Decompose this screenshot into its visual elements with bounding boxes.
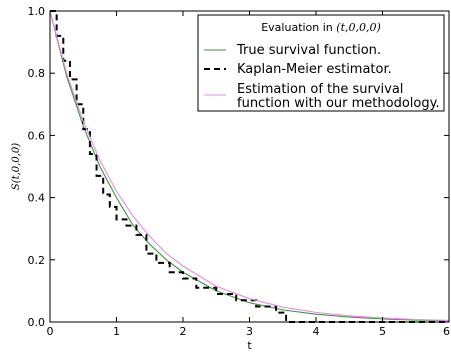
legend-box	[197, 14, 445, 112]
legend-entries: True survival function. Kaplan-Meier esti…	[204, 43, 440, 111]
y-tick-labels: 0.0 0.2 0.4 0.6 0.8 1.0	[28, 5, 46, 329]
series-line-2	[50, 10, 449, 323]
legend-title-math: (t,0,0,0)	[336, 21, 381, 34]
legend-label-1: True survival function.	[236, 43, 381, 58]
y-tick-label: 0.0	[28, 316, 46, 329]
legend-title: Evaluation in (t,0,0,0)	[261, 21, 381, 34]
x-tick-labels: 0 1 2 3 4 5 6	[47, 325, 451, 338]
legend: Evaluation in (t,0,0,0) True survival fu…	[197, 14, 445, 112]
y-tick-label: 0.2	[28, 254, 46, 267]
legend-label-2: Kaplan-Meier estimator.	[237, 62, 392, 77]
x-tick-label: 0	[47, 325, 54, 338]
y-tick-label: 1.0	[28, 5, 46, 18]
x-tick-label: 2	[180, 325, 187, 338]
y-tick-label: 0.4	[28, 192, 46, 205]
y-axis-label: S(t,0,0,0)	[11, 143, 22, 190]
legend-label-3: function with our methodology.	[237, 96, 440, 111]
legend-label-3: Estimation of the survival	[237, 82, 403, 97]
x-tick-label: 5	[379, 325, 386, 338]
y-tick-label: 0.8	[28, 67, 46, 80]
x-tick-label: 3	[246, 325, 253, 338]
x-tick-label: 6	[443, 325, 450, 338]
x-axis-label: t	[247, 339, 252, 352]
y-tick-label: 0.6	[28, 129, 46, 142]
plot-lines	[49, 10, 450, 323]
x-tick-label: 4	[313, 325, 320, 338]
x-tick-label: 1	[113, 325, 120, 338]
series-line-3	[49, 10, 450, 321]
legend-title-prefix: Evaluation in	[261, 21, 336, 34]
